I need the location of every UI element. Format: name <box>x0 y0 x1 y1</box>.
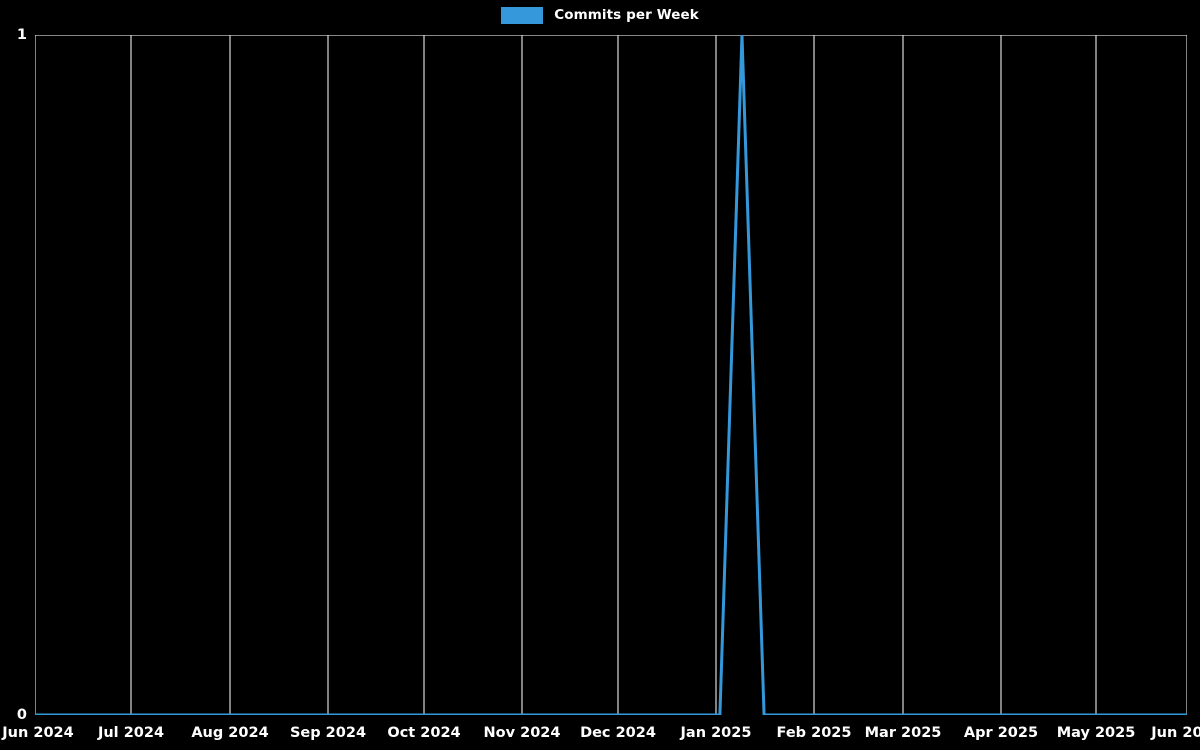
series-line-commits-per-week <box>35 35 1187 715</box>
plot-svg <box>35 35 1187 715</box>
y-axis-tick-0: 0 <box>16 707 27 723</box>
x-axis-tick-jun-2024: Jun 2024 <box>2 725 74 741</box>
x-axis-tick-nov-2024: Nov 2024 <box>483 725 561 741</box>
x-axis-tick-feb-2025: Feb 2025 <box>776 725 852 741</box>
x-axis-tick-mar-2025: Mar 2025 <box>864 725 942 741</box>
x-axis-tick-labels: Jun 2024 Jul 2024 Aug 2024 Sep 2024 Oct … <box>0 725 1200 750</box>
x-axis-tick-jul-2024: Jul 2024 <box>97 725 165 741</box>
chart-legend: Commits per Week <box>0 0 1200 30</box>
legend-entry-commits-per-week[interactable]: Commits per Week <box>501 6 699 24</box>
x-axis-tick-aug-2024: Aug 2024 <box>191 725 269 741</box>
legend-swatch-commits-icon <box>501 6 544 24</box>
x-axis-tick-sep-2024: Sep 2024 <box>289 725 367 741</box>
x-axis-tick-may-2025: May 2025 <box>1056 725 1136 741</box>
x-axis-tick-apr-2025: Apr 2025 <box>963 725 1039 741</box>
legend-label-commits: Commits per Week <box>554 7 699 23</box>
y-axis-tick-1: 1 <box>16 27 27 43</box>
plot-area <box>35 35 1187 715</box>
x-axis-tick-jun-2025: Jun 2025 <box>1151 725 1200 741</box>
grid-lines <box>35 35 1187 715</box>
x-axis-tick-jan-2025: Jan 2025 <box>680 725 752 741</box>
x-axis-tick-dec-2024: Dec 2024 <box>580 725 656 741</box>
x-axis-tick-oct-2024: Oct 2024 <box>387 725 461 741</box>
